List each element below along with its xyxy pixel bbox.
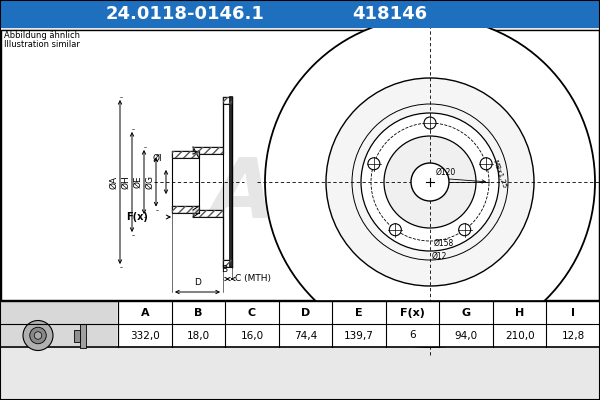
Text: C (MTH): C (MTH) <box>235 274 271 284</box>
Text: D: D <box>301 308 310 318</box>
Text: G: G <box>461 308 470 318</box>
Text: ØA: ØA <box>109 176 118 188</box>
Text: E: E <box>355 308 363 318</box>
Text: ØI: ØI <box>152 154 162 163</box>
Text: H: H <box>515 308 524 318</box>
Circle shape <box>30 327 46 344</box>
Text: ATE: ATE <box>210 154 380 236</box>
Text: Ø158: Ø158 <box>434 239 454 248</box>
Text: Ø120: Ø120 <box>436 168 456 177</box>
Text: 12,8: 12,8 <box>562 330 585 340</box>
Circle shape <box>424 117 436 129</box>
Bar <box>172 151 199 158</box>
Text: 332,0: 332,0 <box>130 330 160 340</box>
Bar <box>223 97 232 104</box>
Bar <box>193 210 223 217</box>
Bar <box>172 151 199 158</box>
Bar <box>1 302 117 346</box>
Circle shape <box>34 332 42 339</box>
Circle shape <box>326 78 534 286</box>
Text: ØH: ØH <box>121 175 130 189</box>
Circle shape <box>384 136 476 228</box>
Circle shape <box>480 158 492 170</box>
Text: B: B <box>194 308 203 318</box>
Circle shape <box>411 163 449 201</box>
Text: Abbildung ähnlich: Abbildung ähnlich <box>4 31 80 40</box>
Circle shape <box>368 158 380 170</box>
Bar <box>223 97 232 104</box>
Bar <box>172 206 199 213</box>
Bar <box>74 330 80 342</box>
Text: 6: 6 <box>409 330 416 340</box>
Text: A: A <box>140 308 149 318</box>
Text: Ø12: Ø12 <box>432 252 448 261</box>
Text: ØG: ØG <box>145 175 154 189</box>
Circle shape <box>361 113 499 251</box>
Text: F(x): F(x) <box>400 308 425 318</box>
Text: I: I <box>571 308 575 318</box>
Text: D: D <box>194 278 201 287</box>
Text: C: C <box>248 308 256 318</box>
Bar <box>193 210 223 217</box>
Text: F(x): F(x) <box>126 212 148 222</box>
Text: 24.0118-0146.1: 24.0118-0146.1 <box>106 5 265 23</box>
Bar <box>223 260 232 267</box>
Bar <box>80 324 86 348</box>
Text: 16,0: 16,0 <box>241 330 263 340</box>
Text: 418146: 418146 <box>352 5 428 23</box>
Text: M8x1,25: M8x1,25 <box>491 159 507 189</box>
Circle shape <box>23 320 53 350</box>
Text: 94,0: 94,0 <box>455 330 478 340</box>
Bar <box>193 147 223 154</box>
Text: 139,7: 139,7 <box>344 330 374 340</box>
Bar <box>0 0 600 28</box>
Text: 18,0: 18,0 <box>187 330 210 340</box>
Text: 210,0: 210,0 <box>505 330 535 340</box>
Circle shape <box>265 17 595 347</box>
Text: 74,4: 74,4 <box>294 330 317 340</box>
Bar <box>193 147 223 154</box>
Bar <box>223 260 232 267</box>
Bar <box>172 206 199 213</box>
Bar <box>230 97 232 267</box>
Circle shape <box>458 224 470 236</box>
Text: ØE: ØE <box>133 176 142 188</box>
Text: Illustration similar: Illustration similar <box>4 40 80 49</box>
Bar <box>0 301 600 347</box>
Bar <box>1 30 599 300</box>
Circle shape <box>389 224 401 236</box>
Text: B: B <box>221 265 227 274</box>
